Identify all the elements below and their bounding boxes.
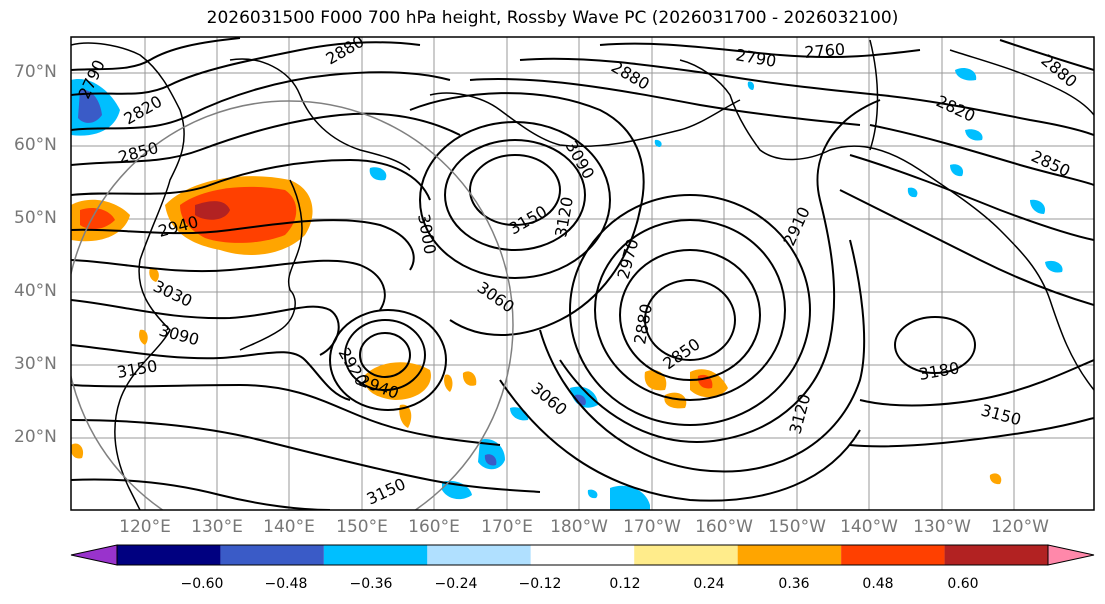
contour-label: 2910 [779, 204, 813, 249]
lon-label: 170°E [481, 517, 533, 537]
colorbar-extend-low [70, 544, 118, 566]
colorbar-box [634, 545, 738, 565]
lon-label: 120°W [991, 517, 1049, 537]
colorbar-tick: −0.36 [349, 576, 393, 592]
lat-label-30: 30°N [14, 354, 57, 374]
contour-label: 2850 [659, 334, 703, 373]
colorbar-tick: 0.60 [947, 576, 979, 592]
map-title: 2026031500 F000 700 hPa height, Rossby W… [206, 8, 899, 28]
contour-label: 3180 [917, 358, 960, 384]
map-grid [71, 37, 1094, 510]
contour-label: 2920 [335, 345, 372, 390]
colorbar-box [944, 545, 1048, 565]
colorbar-tick: −0.24 [434, 576, 478, 592]
colorbar-box [117, 545, 221, 565]
contour-label: 3150 [506, 202, 551, 239]
colorbar-tick: −0.48 [264, 576, 308, 592]
contour-label: 2880 [1037, 51, 1080, 92]
colorbar-extend-high [1047, 544, 1095, 566]
colorbar-box [737, 545, 842, 565]
anomaly-strong-asia [180, 186, 297, 243]
lat-label-70: 70°N [14, 62, 57, 82]
contour-label: 3150 [979, 401, 1023, 430]
contour-label: 3150 [115, 356, 158, 382]
contour-label: 2820 [121, 92, 166, 129]
contour-label: 3030 [150, 276, 195, 310]
colorbar-box [220, 545, 324, 565]
colorbar-box [841, 545, 945, 565]
contour-label: 3090 [562, 138, 599, 183]
contour-label: 2850 [116, 138, 160, 167]
lat-label-20: 20°N [14, 427, 57, 447]
contour-label: 3120 [786, 392, 815, 436]
lon-label: 130°E [191, 517, 243, 537]
colorbar-box [323, 545, 428, 565]
lon-label: 160°W [695, 517, 753, 537]
colorbar-box [530, 545, 635, 565]
colorbar [70, 544, 1095, 566]
contour-label: 2970 [614, 237, 643, 281]
lon-label: 150°W [768, 517, 826, 537]
lon-label: 140°E [263, 517, 315, 537]
height-contours [71, 37, 1094, 510]
rossby-circle [71, 100, 514, 510]
anomaly-positive-hawaii [644, 370, 667, 391]
colorbar-tick: 0.24 [693, 576, 725, 592]
contour-label: 2850 [1028, 146, 1073, 180]
contour-label: 3120 [551, 195, 577, 238]
contour-label: 2820 [933, 91, 978, 125]
colorbar-tick: 0.12 [609, 576, 641, 592]
lon-label: 170°W [623, 517, 681, 537]
contour-label: 3150 [364, 474, 409, 508]
contour-label: 3060 [474, 278, 518, 317]
colorbar-tick: 0.36 [778, 576, 810, 592]
lat-label-40: 40°N [14, 281, 57, 301]
colorbar-tick: −0.12 [518, 576, 562, 592]
colorbar-frame [116, 544, 1049, 566]
contour-label: 3090 [157, 321, 201, 350]
contour-label: 2790 [734, 45, 777, 71]
lon-label: 140°W [840, 517, 898, 537]
lon-label: 160°E [408, 517, 460, 537]
colorbar-box [427, 545, 531, 565]
colorbar-tick: −0.60 [180, 576, 224, 592]
lat-label-60: 60°N [14, 135, 57, 155]
map-frame [70, 36, 1095, 511]
contour-label: 2760 [804, 40, 846, 62]
lat-label-50: 50°N [14, 208, 57, 228]
lon-label: 120°E [119, 517, 171, 537]
lon-label: 180°W [550, 517, 608, 537]
colorbar-tick: 0.48 [862, 576, 894, 592]
lon-label: 130°W [913, 517, 971, 537]
lon-label: 150°E [336, 517, 388, 537]
